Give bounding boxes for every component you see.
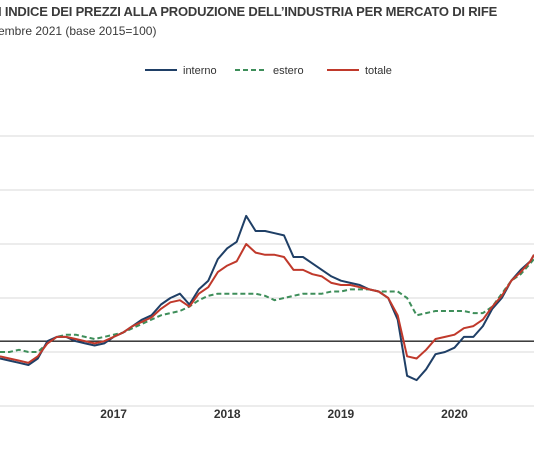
chart-subtitle: embre 2021 (base 2015=100) [0, 24, 157, 38]
x-tick-label: 2018 [214, 407, 241, 421]
legend-label-totale: totale [365, 65, 392, 77]
legend: interno estero totale [145, 65, 392, 77]
series-line-interno [0, 214, 534, 382]
legend-label-interno: interno [183, 65, 217, 77]
series-line-estero [0, 258, 534, 353]
x-axis-ticks: 2017 2018 2019 2020 [100, 407, 468, 421]
x-tick-label: 2020 [441, 407, 468, 421]
gridlines [0, 135, 534, 407]
chart-title: I INDICE DEI PREZZI ALLA PRODUZIONE DELL… [0, 4, 498, 19]
series-layer [0, 214, 534, 382]
x-tick-label: 2017 [100, 407, 127, 421]
legend-label-estero: estero [273, 65, 304, 77]
series-line-totale [0, 243, 534, 364]
x-tick-label: 2019 [327, 407, 354, 421]
